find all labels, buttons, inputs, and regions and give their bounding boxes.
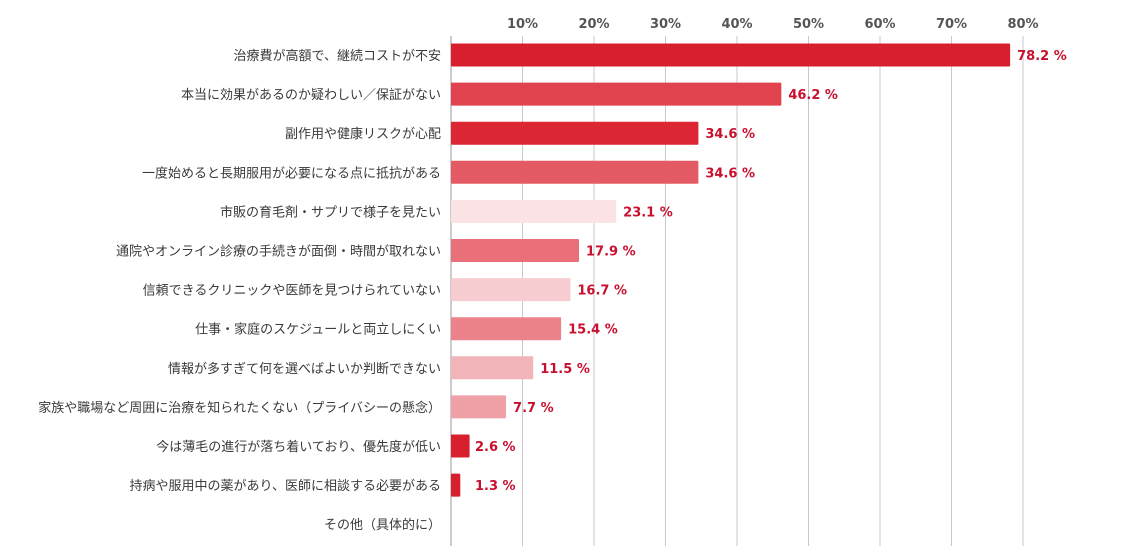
- category-label: 今は薄毛の進行が落ち着いており、優先度が低い: [156, 439, 441, 455]
- x-tick-label: 30%: [650, 17, 681, 32]
- value-label: 15.4 %: [568, 323, 618, 338]
- gridlines: [522, 36, 1024, 546]
- value-label: 34.6 %: [705, 166, 755, 181]
- bar: [451, 278, 571, 302]
- x-tick-label: 80%: [1007, 17, 1038, 32]
- x-tick-label: 60%: [864, 17, 895, 32]
- bar: [451, 160, 699, 184]
- bar: [451, 473, 461, 497]
- bar: [451, 121, 699, 145]
- category-label: 情報が多すぎて何を選べばよいか判断できない: [168, 361, 441, 377]
- value-label: 11.5 %: [540, 362, 590, 377]
- value-labels: 78.2 % 46.2 % 34.6 % 34.6 % 23.1 % 17.9 % 16.7…: [475, 49, 1067, 494]
- category-label: 副作用や健康リスクが心配: [285, 126, 441, 142]
- bar: [451, 199, 617, 223]
- value-label: 23.1 %: [623, 205, 673, 220]
- bar: [451, 43, 1011, 67]
- category-label: 治療費が高額で、継続コストが不安: [234, 48, 441, 64]
- category-label: 本当に効果があるのか疑わしい／保証がない: [181, 87, 441, 103]
- x-tick-label: 20%: [578, 17, 609, 32]
- x-tick-label: 70%: [936, 17, 967, 32]
- category-label: 家族や職場など周囲に治療を知られたくない（プライバシーの懸念）: [38, 400, 441, 416]
- bar: [451, 356, 534, 380]
- x-tick-label: 50%: [793, 17, 824, 32]
- bar: [451, 434, 470, 458]
- value-label: 16.7 %: [577, 284, 627, 299]
- category-label: 持病や服用中の薬があり、医師に相談する必要がある: [130, 478, 441, 494]
- x-tick-label: 10%: [507, 17, 538, 32]
- category-label: 通院やオンライン診療の手続きが面倒・時間が取れない: [116, 244, 441, 260]
- category-label: 一度始めると長期服用が必要になる点に抵抗がある: [142, 165, 441, 181]
- value-label: 7.7 %: [513, 401, 554, 416]
- bar: [451, 395, 507, 419]
- value-label: 34.6 %: [705, 127, 755, 142]
- category-label: 市販の育毛剤・サプリで様子を見たい: [220, 204, 441, 220]
- category-label: 信頼できるクリニックや医師を見つけられていない: [143, 284, 441, 299]
- x-tick-label: 40%: [721, 17, 752, 32]
- x-axis-ticks: 10% 20% 30% 40% 50% 60% 70% 80%: [507, 17, 1039, 32]
- bar: [451, 317, 562, 341]
- value-label: 46.2 %: [788, 88, 838, 103]
- bar: [451, 82, 782, 106]
- bar: [451, 239, 579, 262]
- value-label: 1.3 %: [475, 479, 516, 494]
- value-label: 17.9 %: [586, 245, 636, 260]
- category-labels: 治療費が高額で、継続コストが不安本当に効果があるのか疑わしい／保証がない副作用や…: [38, 48, 441, 533]
- category-label: その他（具体的に）: [324, 517, 441, 533]
- category-label: 仕事・家庭のスケジュールと両立しにくい: [195, 322, 441, 338]
- value-label: 2.6 %: [475, 440, 516, 455]
- value-label: 78.2 %: [1017, 49, 1067, 64]
- bars: [451, 43, 1011, 497]
